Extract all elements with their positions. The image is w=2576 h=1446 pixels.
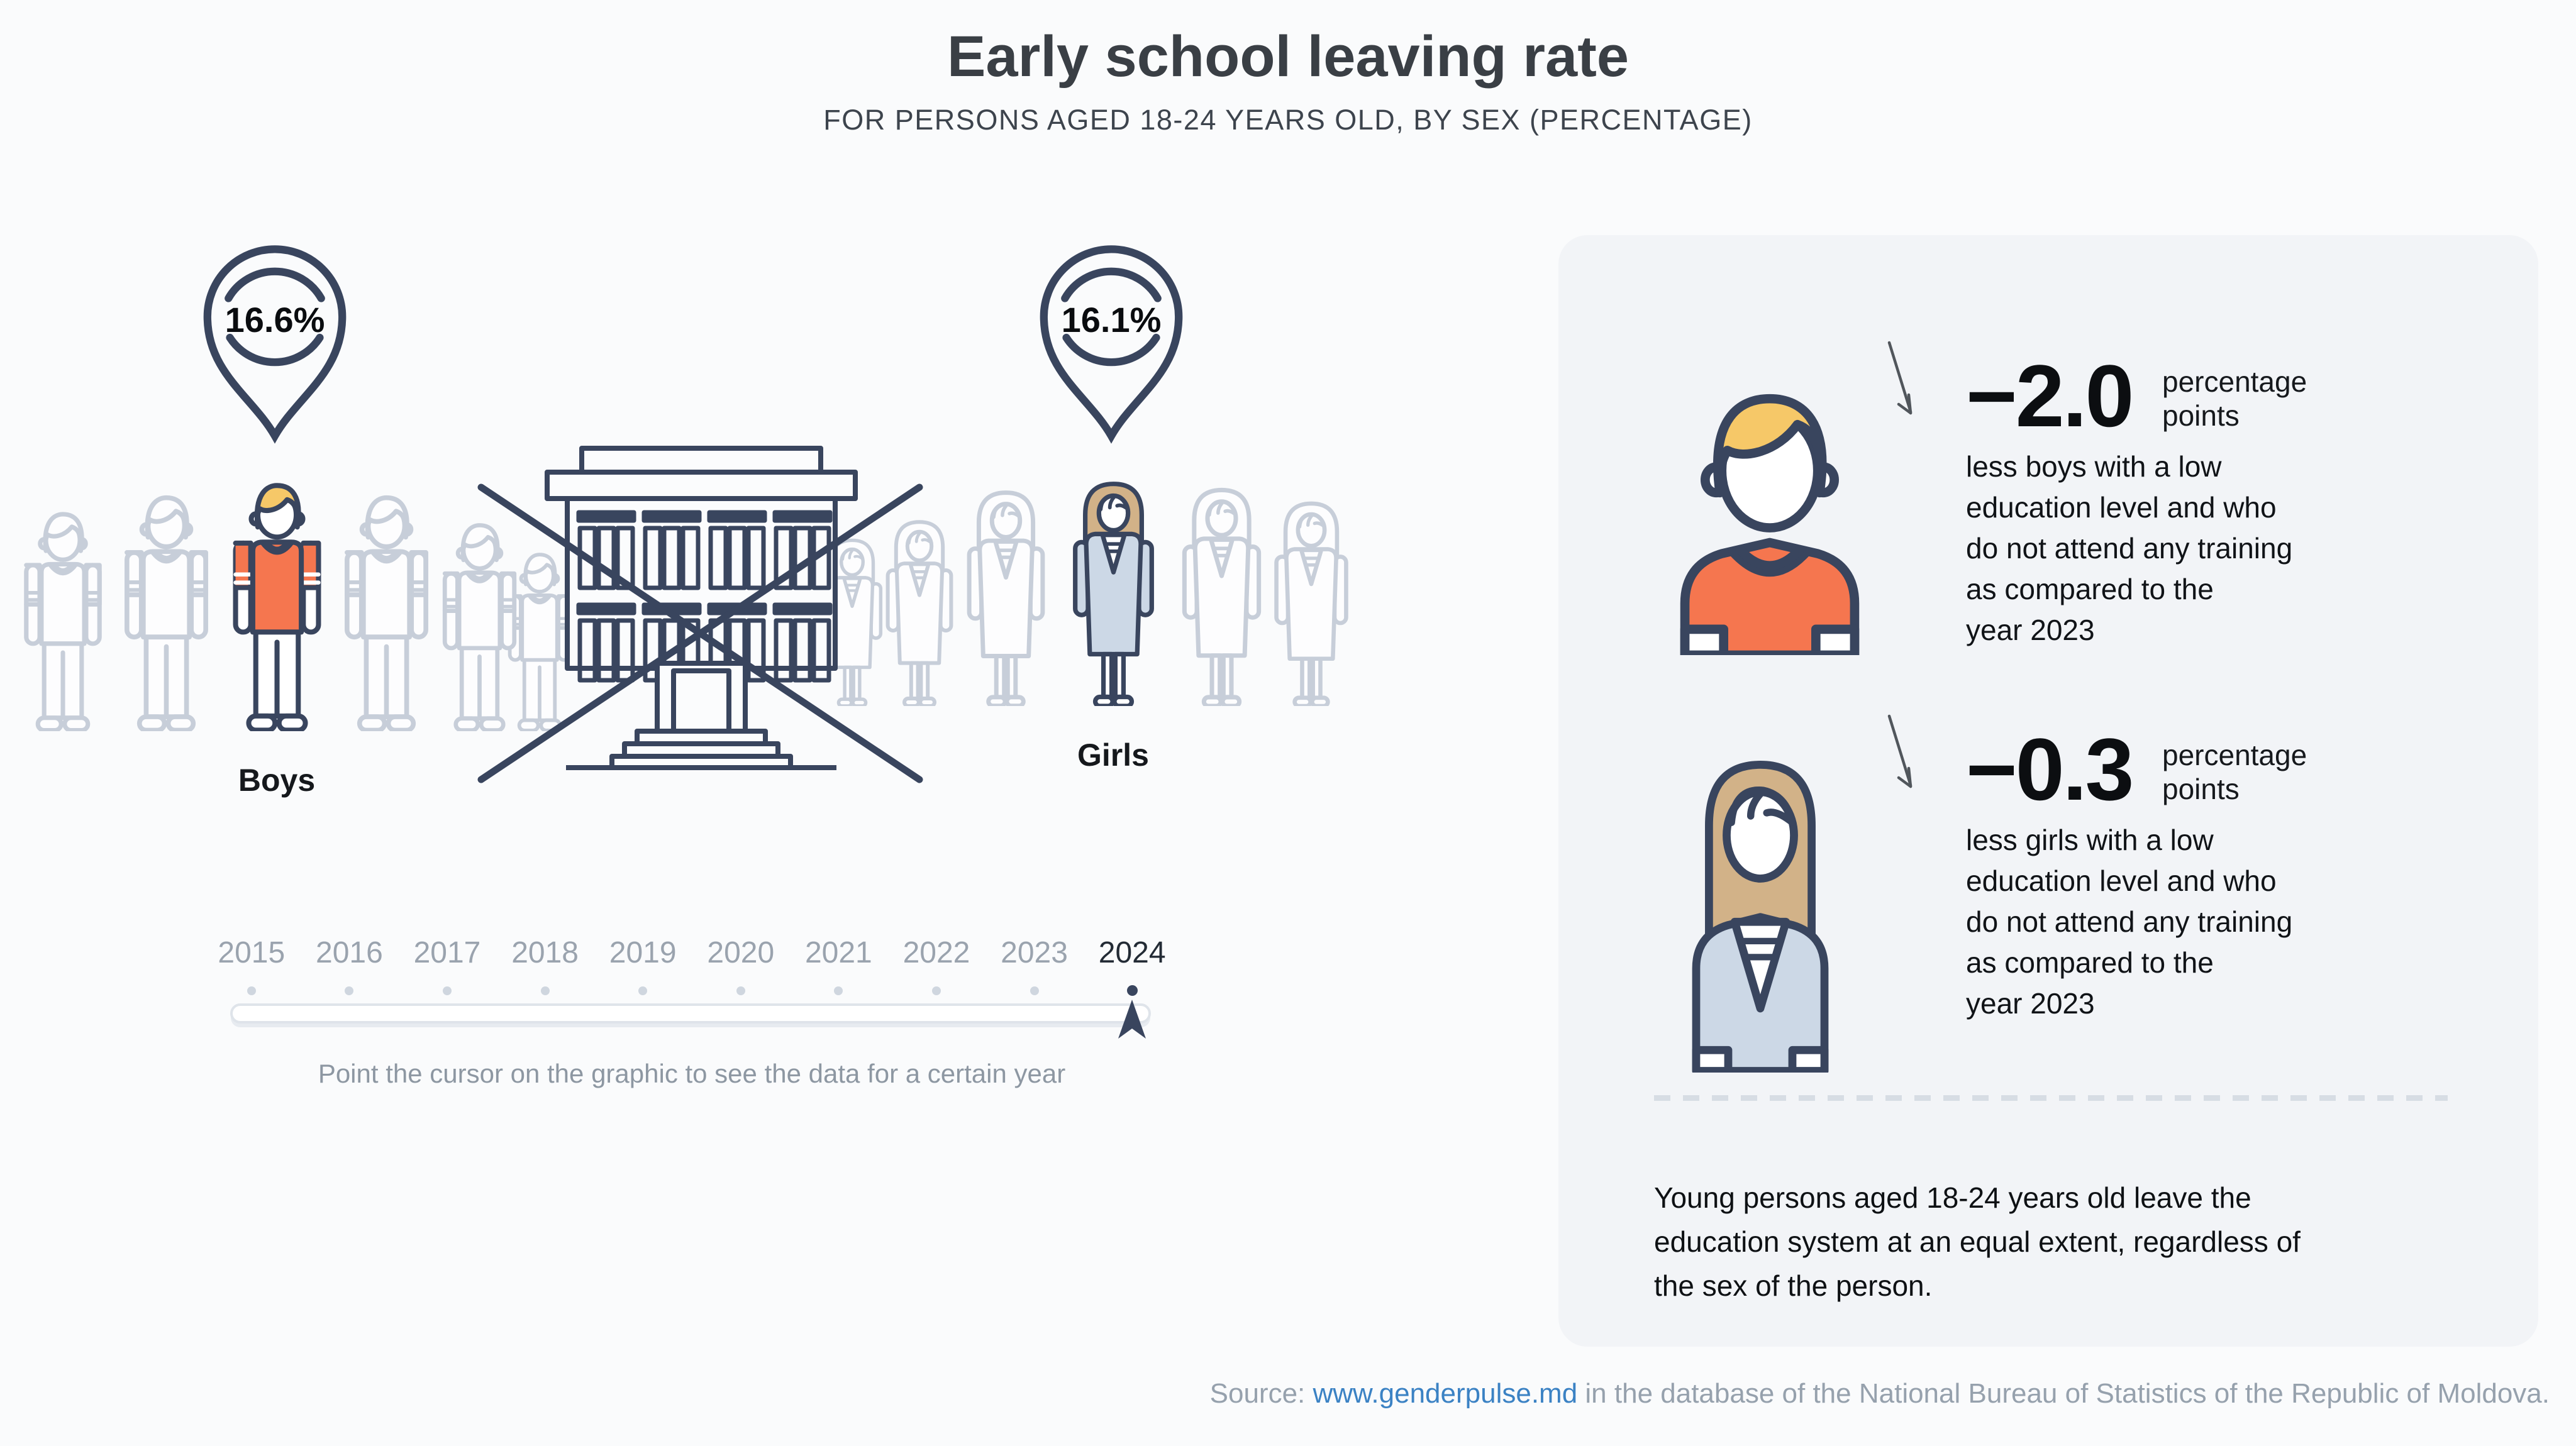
boys-group-label: Boys [238,763,316,798]
timeline-year-2024[interactable]: 2024 [1083,935,1181,996]
person-figure [1177,485,1266,706]
timeline-year-2016[interactable]: 2016 [301,935,399,996]
timeline-years: 2015 2016 2017 2018 2019 2020 2021 2022 2023 2024 [203,935,1181,996]
person-figure [1270,499,1353,706]
boy-avatar-icon [1659,375,1880,655]
timeline-year-dot[interactable] [1126,985,1138,996]
timeline-year-dot[interactable] [442,986,452,995]
girls-group-label: Girls [1077,737,1149,773]
person-figure [882,517,957,706]
person-figure [962,487,1050,706]
timeline-year-2023[interactable]: 2023 [985,935,1084,996]
person-figure-girl-highlighted [1068,478,1159,706]
infographic-scene: 16.6% 16.1% Boys Girls [0,0,1547,880]
page-subtitle: FOR PERSONS AGED 18-24 YEARS OLD, BY SEX… [823,104,1753,136]
timeline-year-dot[interactable] [247,986,256,995]
boys-value-pin: 16.6% [191,235,359,446]
boys-change-unit: percentage points [2162,365,2307,433]
person-figure [338,491,435,731]
timeline-cursor-icon[interactable] [1118,1000,1146,1040]
girls-change-value: −0.3 [1966,720,2134,819]
timeline-track[interactable] [230,1003,1151,1024]
timeline-year-dot[interactable] [834,986,843,995]
stats-panel: −2.0 percentage points less boys with a … [1558,235,2538,1347]
timeline-year-dot[interactable] [540,986,550,995]
source-line: Source: www.genderpulse.md in the databa… [1210,1378,2550,1410]
timeline-year-2020[interactable]: 2020 [692,935,790,996]
arrow-down-icon [1883,338,1921,432]
cross-icon [472,442,931,785]
school-building-icon [472,442,931,785]
source-link[interactable]: www.genderpulse.md [1313,1378,1578,1409]
girls-change-description: less girls with a low education level an… [1966,824,2293,1020]
timeline-year-2019[interactable]: 2019 [594,935,692,996]
page-title: Early school leaving rate [947,25,1629,89]
person-figure [437,519,522,731]
boys-change-value: −2.0 [1966,346,2134,445]
timeline-year-2021[interactable]: 2021 [790,935,888,996]
panel-note: Young persons aged 18-24 years old leave… [1654,1181,2301,1302]
timeline: 2015 2016 2017 2018 2019 2020 2021 2022 2023 2024… [203,935,1181,1099]
timeline-year-dot[interactable] [345,986,354,995]
boys-rate-value: 16.6% [225,300,325,339]
person-figure [18,508,108,731]
timeline-year-dot[interactable] [736,986,745,995]
timeline-year-dot[interactable] [931,986,941,995]
girls-rate-value: 16.1% [1061,300,1162,339]
boys-change-description: less boys with a low education level and… [1966,450,2293,646]
timeline-hint: Point the cursor on the graphic to see t… [318,1059,1066,1088]
person-figure-boy-highlighted [226,478,328,731]
timeline-year-2018[interactable]: 2018 [496,935,594,996]
source-prefix: Source: [1209,1378,1313,1409]
map-pin-icon [191,235,359,446]
timeline-year-2022[interactable]: 2022 [887,935,985,996]
arrow-down-icon [1883,711,1921,805]
person-figure [118,491,214,731]
girls-change-unit: percentage points [2162,739,2307,806]
girls-value-pin: 16.1% [1027,235,1196,446]
timeline-year-2015[interactable]: 2015 [203,935,301,996]
dashed-divider [1654,1095,2448,1101]
timeline-year-dot[interactable] [638,986,648,995]
timeline-year-dot[interactable] [1030,986,1039,995]
girl-avatar-icon [1664,752,1857,1073]
map-pin-icon [1027,235,1196,446]
timeline-year-2017[interactable]: 2017 [398,935,496,996]
source-suffix: in the database of the National Bureau o… [1577,1378,2550,1409]
